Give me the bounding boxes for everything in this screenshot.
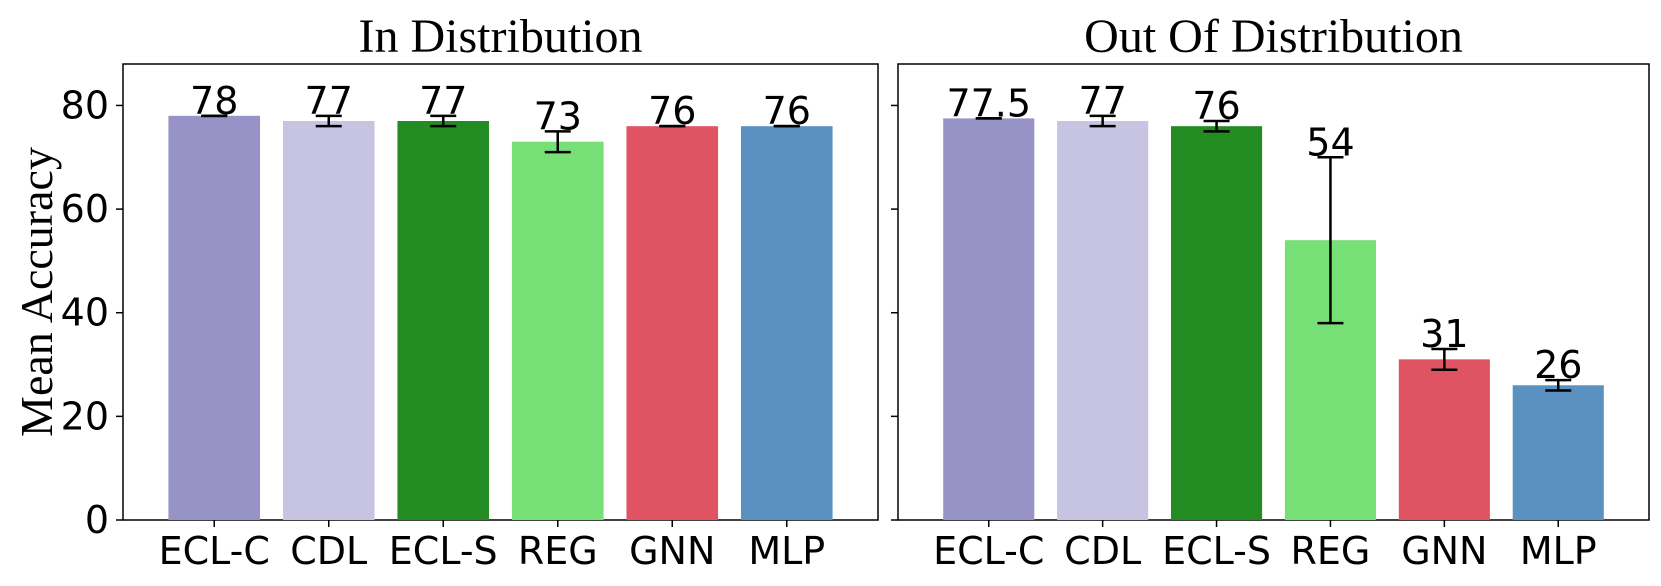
- x-tick-label: ECL-C: [933, 529, 1044, 573]
- data-label: 77: [305, 79, 353, 123]
- bar-mlp: [1512, 385, 1604, 520]
- x-tick-label: REG: [518, 529, 598, 573]
- bar-ecl-c: [943, 118, 1035, 520]
- x-tick-label: REG: [1291, 529, 1371, 573]
- data-label: 76: [763, 89, 811, 133]
- x-tick-label: GNN: [629, 529, 715, 573]
- bar-reg: [511, 141, 604, 520]
- data-label: 78: [190, 79, 238, 123]
- bar-ecl-s: [397, 121, 490, 520]
- bar-ecl-c: [168, 115, 261, 521]
- x-tick-label: ECL-S: [389, 529, 498, 573]
- data-label: 76: [1192, 84, 1240, 128]
- data-label: 77.5: [946, 81, 1031, 125]
- x-tick-label: CDL: [290, 529, 367, 573]
- bar-ecl-s: [1170, 126, 1263, 520]
- y-axis-label: Mean Accuracy: [11, 147, 62, 437]
- y-tick-label: 40: [61, 291, 109, 335]
- plot-frame-2: [897, 63, 1650, 521]
- bar-mlp: [740, 126, 833, 520]
- x-tick-label: MLP: [1520, 529, 1597, 573]
- plot-frame-1: [122, 63, 879, 521]
- x-tick-label: ECL-S: [1162, 529, 1271, 573]
- chart-title-2: Out Of Distribution: [1084, 10, 1463, 63]
- y-tick-label: 80: [61, 83, 109, 127]
- y-tick-label: 20: [61, 394, 109, 438]
- bar-gnn: [1398, 359, 1490, 520]
- y-tick-label: 0: [85, 498, 109, 542]
- data-label: 77: [1078, 79, 1126, 123]
- x-tick-label: ECL-C: [159, 529, 270, 573]
- bar-cdl: [1057, 121, 1149, 520]
- chart-title-1: In Distribution: [359, 10, 643, 63]
- x-tick-label: MLP: [748, 529, 825, 573]
- data-label: 26: [1534, 343, 1582, 387]
- x-tick-label: GNN: [1401, 529, 1487, 573]
- x-tick-label: CDL: [1064, 529, 1141, 573]
- data-label: 31: [1420, 312, 1468, 356]
- bar-gnn: [626, 126, 719, 520]
- bar-cdl: [282, 121, 375, 520]
- data-label: 76: [648, 89, 696, 133]
- y-tick-label: 60: [61, 187, 109, 231]
- data-label: 77: [419, 79, 467, 123]
- data-label: 73: [534, 94, 582, 138]
- data-label: 54: [1306, 120, 1354, 164]
